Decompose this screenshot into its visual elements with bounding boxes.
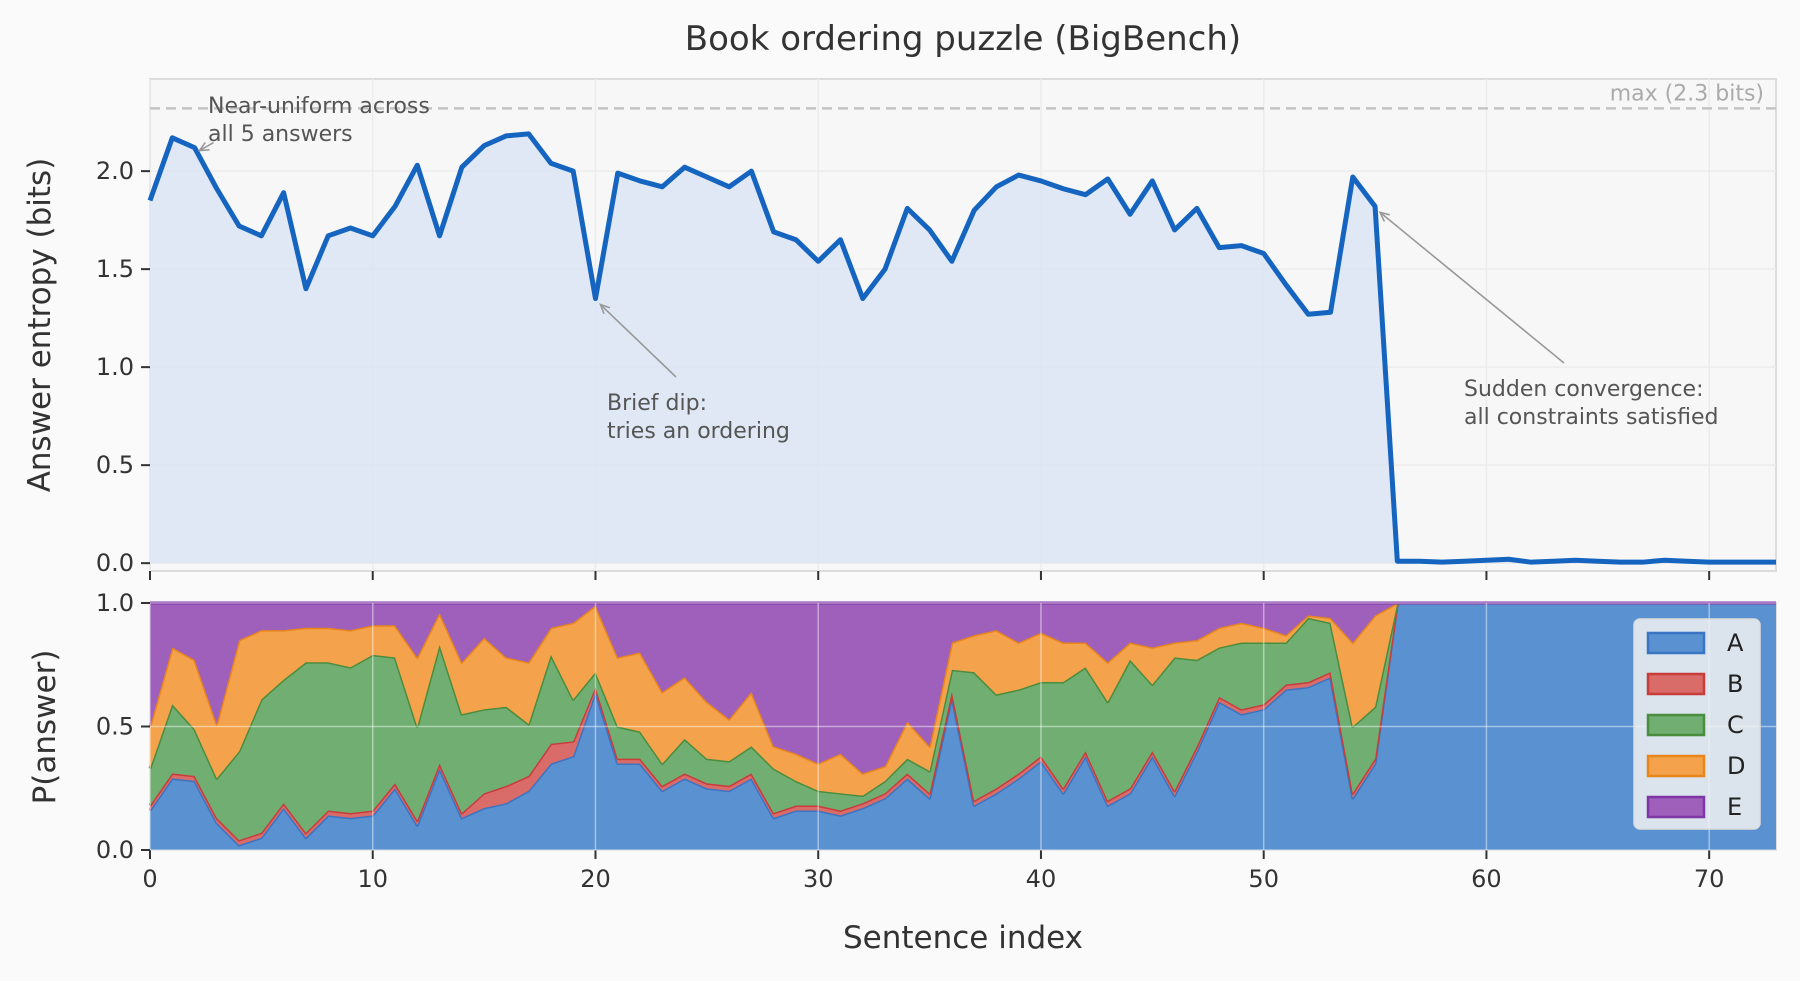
y-tick-label: 0.5: [96, 713, 134, 741]
annotation-arrow: [199, 141, 214, 152]
area-a: [150, 603, 1776, 850]
annotation-arrowhead: [599, 303, 611, 315]
legend-label-d: D: [1727, 752, 1745, 780]
legend-label-b: B: [1727, 670, 1743, 698]
max-entropy-label: max (2.3 bits): [1610, 81, 1764, 106]
annotation-arrowhead: [197, 141, 210, 152]
x-tick-label: 10: [357, 865, 388, 893]
x-axis-label: Sentence index: [843, 920, 1083, 956]
annotation-text: all 5 answers: [208, 122, 353, 147]
legend-swatch-e: [1646, 795, 1706, 819]
area-c: [150, 603, 1776, 841]
legend-swatch-c: [1646, 713, 1706, 737]
legend-swatch-b: [1646, 672, 1706, 696]
y-tick-label: 0.0: [96, 549, 134, 577]
annotation-text: Near-uniform across: [208, 94, 430, 119]
chart-title: Book ordering puzzle (BigBench): [685, 19, 1241, 59]
entropy-fill: [150, 133, 1776, 564]
y-tick-label: 1.0: [96, 353, 134, 381]
entropy-line: [147, 131, 1776, 565]
annotation-arrowhead: [1378, 211, 1390, 222]
area-d: [150, 603, 1776, 796]
annotation-arrow: [599, 303, 677, 378]
x-tick-label: 20: [580, 865, 611, 893]
x-tick-label: 50: [1248, 865, 1279, 893]
top-y-axis-label: Answer entropy (bits): [22, 158, 58, 493]
y-tick-label: 0.5: [96, 451, 134, 479]
annotation-text: Brief dip:: [607, 391, 707, 416]
legend-label-c: C: [1727, 711, 1744, 739]
y-tick-label: 2.0: [96, 157, 134, 185]
legend-swatch-a: [1646, 631, 1706, 655]
x-tick-label: 40: [1026, 865, 1057, 893]
legend-label-e: E: [1727, 793, 1742, 821]
x-tick-label: 70: [1694, 865, 1725, 893]
y-tick-label: 1.0: [96, 589, 134, 617]
annotation-text: all constraints satisfied: [1464, 405, 1718, 430]
bottom-y-axis-label: P(answer): [27, 650, 63, 805]
legend-label-a: A: [1727, 629, 1744, 657]
entropy-panel: 0.0 0.5 1.0 1.5 2.0 max (2.3 bits) Near-unifor…: [96, 78, 1777, 580]
annotation-text: tries an ordering: [607, 419, 790, 444]
x-tick-label: 0: [142, 865, 157, 893]
y-tick-label: 0.0: [96, 836, 134, 864]
legend-swatch-d: [1646, 754, 1706, 778]
x-tick-label: 30: [803, 865, 834, 893]
x-tick-label: 60: [1471, 865, 1502, 893]
area-e: [150, 603, 1776, 774]
annotation-arrow: [1379, 211, 1565, 364]
annotation-text: Sudden convergence:: [1464, 377, 1704, 402]
y-tick-label: 1.5: [96, 255, 134, 283]
